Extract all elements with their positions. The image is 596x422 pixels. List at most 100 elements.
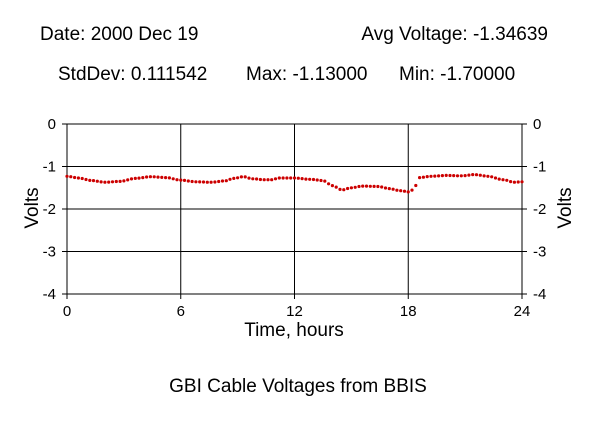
y-tick-label-left: -1 <box>43 159 56 176</box>
data-point <box>334 185 338 189</box>
data-point <box>300 177 304 181</box>
data-point <box>437 174 441 178</box>
data-point <box>418 176 422 180</box>
data-point <box>372 184 376 188</box>
data-point <box>179 178 183 182</box>
data-point <box>285 176 289 180</box>
data-point <box>338 187 342 191</box>
data-point <box>364 184 369 188</box>
data-point <box>156 175 160 179</box>
y-axis-label-left: Volts <box>22 187 43 228</box>
data-point <box>281 176 285 180</box>
data-point <box>194 180 198 184</box>
min-label: Min: -1.70000 <box>399 64 516 85</box>
data-point <box>251 177 255 181</box>
data-point <box>376 184 380 189</box>
data-point <box>262 178 266 182</box>
data-point <box>236 176 240 180</box>
x-tick-label: 6 <box>177 303 185 320</box>
data-point <box>103 180 107 184</box>
data-point <box>209 180 213 184</box>
data-point <box>69 175 73 179</box>
data-point <box>353 185 357 189</box>
data-point <box>224 179 228 183</box>
data-point <box>444 173 448 177</box>
data-point <box>490 175 494 179</box>
data-point <box>368 184 372 188</box>
chart-grid <box>66 123 523 295</box>
data-point <box>152 175 156 179</box>
data-point <box>114 179 118 184</box>
data-point <box>175 178 179 182</box>
data-point <box>228 177 232 181</box>
avg-voltage-label: Avg Voltage: -1.34639 <box>361 24 548 45</box>
data-point <box>76 176 80 180</box>
data-point <box>220 179 225 183</box>
data-point <box>471 173 475 177</box>
data-point <box>232 176 236 180</box>
y-tick-label-left: -4 <box>43 286 56 303</box>
data-point <box>346 186 350 191</box>
data-point <box>520 180 524 184</box>
data-point <box>414 183 418 188</box>
data-point <box>327 182 331 186</box>
data-point <box>425 175 429 179</box>
data-point <box>182 178 187 182</box>
data-point <box>205 180 209 184</box>
x-axis-label: Time, hours <box>244 320 344 341</box>
y-tick-label-right: -1 <box>533 159 546 176</box>
data-point <box>493 176 498 180</box>
x-tick-label: 0 <box>63 303 71 320</box>
data-point <box>463 174 467 178</box>
data-point <box>308 177 312 181</box>
data-point <box>107 180 111 184</box>
data-point <box>186 179 190 183</box>
data-point <box>201 180 206 184</box>
data-point <box>198 180 202 184</box>
data-point <box>129 177 134 181</box>
data-point <box>448 173 452 178</box>
y-tick-label-right: -2 <box>533 201 546 218</box>
data-point <box>95 179 99 183</box>
data-point <box>512 180 517 184</box>
data-point <box>482 174 486 178</box>
data-point <box>110 180 115 184</box>
data-point <box>410 188 414 192</box>
y-tick-label-right: 0 <box>533 116 541 133</box>
data-point <box>429 174 433 178</box>
data-point <box>73 175 77 180</box>
y-tick-label-right: -3 <box>533 244 546 261</box>
data-point <box>395 188 399 192</box>
data-point <box>190 179 194 184</box>
data-point <box>141 176 145 180</box>
data-point <box>304 177 308 181</box>
data-point <box>118 179 122 183</box>
data-point <box>421 175 425 179</box>
data-point <box>273 177 278 181</box>
data-point <box>380 185 384 189</box>
data-point <box>277 176 281 180</box>
data-point <box>357 184 361 189</box>
data-point <box>474 173 479 177</box>
data-point <box>84 177 88 182</box>
data-point <box>213 180 217 184</box>
data-point <box>402 189 407 193</box>
data-point <box>270 178 274 182</box>
data-point <box>145 175 149 179</box>
data-point <box>258 177 262 182</box>
x-tick-label: 24 <box>514 303 531 320</box>
data-point <box>239 175 243 179</box>
data-point <box>387 187 391 191</box>
data-point <box>160 175 164 179</box>
data-point <box>516 180 520 184</box>
y-tick-label-left: -2 <box>43 201 56 218</box>
data-point <box>80 176 84 181</box>
chart-caption: GBI Cable Voltages from BBIS <box>169 376 427 397</box>
data-points <box>65 173 524 194</box>
data-point <box>126 178 130 182</box>
data-point <box>296 176 300 180</box>
data-point <box>349 186 353 190</box>
x-tick-label: 18 <box>400 303 417 320</box>
x-tick-label: 12 <box>286 303 303 320</box>
